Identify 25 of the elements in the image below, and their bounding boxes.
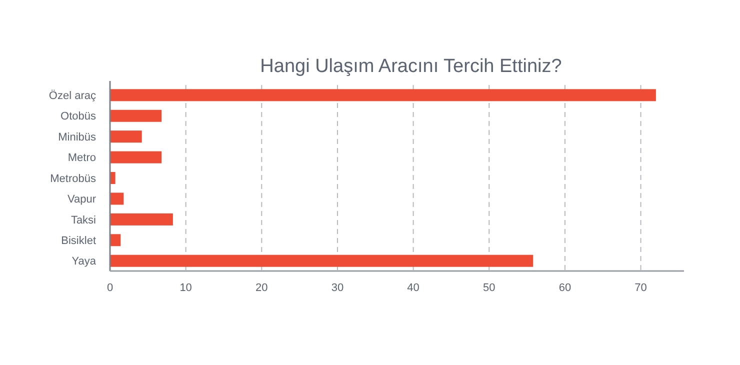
x-tick-label: 40	[407, 282, 420, 294]
y-tick-label: Taksi	[70, 214, 96, 226]
x-tick-label: 60	[558, 282, 572, 294]
bar	[110, 89, 656, 102]
bar	[110, 192, 124, 205]
bar	[110, 110, 162, 122]
x-tick-label: 0	[106, 282, 114, 294]
x-tick-label: 70	[634, 282, 647, 294]
bar	[110, 130, 142, 143]
x-tick-label: 10	[180, 282, 192, 294]
chart-title: Hangi Ulaşım Aracını Tercih Ettiniz?	[260, 56, 562, 77]
x-tick-label: 20	[256, 282, 268, 294]
y-tick-label: Bisiklet	[61, 234, 96, 247]
y-tick-label: Metro	[68, 152, 96, 164]
bar	[110, 254, 534, 267]
x-tick-label: 50	[483, 282, 496, 294]
x-tick-label: 30	[331, 282, 344, 294]
y-tick-label: Metrobüs	[50, 172, 96, 185]
y-tick-label: Yaya	[72, 256, 97, 268]
y-tick-label: Otobüs	[60, 110, 96, 123]
bar	[110, 213, 173, 226]
bar	[110, 151, 162, 164]
y-tick-label: Özel araç	[48, 89, 96, 102]
y-tick-label: Minibüs	[58, 131, 96, 144]
y-tick-label: Vapur	[67, 194, 96, 206]
